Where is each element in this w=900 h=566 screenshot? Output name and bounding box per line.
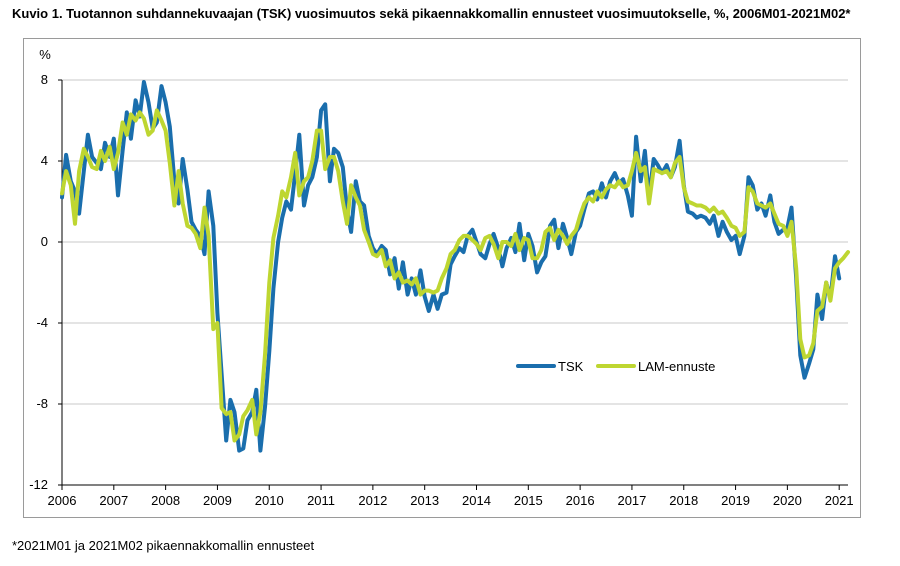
y-tick-label: -4: [36, 315, 48, 330]
x-tick-label: 2017: [617, 493, 646, 508]
y-tick-label: -12: [29, 477, 48, 492]
y-tick-labels: 8 4 0 -4 -8 -12%: [29, 47, 51, 492]
series-lines: [60, 80, 850, 453]
x-tick-label: 2021: [825, 493, 854, 508]
x-tick-label: 2007: [99, 493, 128, 508]
x-tick-label: 2013: [410, 493, 439, 508]
chart-frame: [23, 38, 861, 518]
x-tick-label: 2010: [255, 493, 284, 508]
x-tick-label: 2008: [151, 493, 180, 508]
footnote: *2021M01 ja 2021M02 pikaennakkomallin en…: [12, 538, 315, 553]
x-tick-label: 2016: [566, 493, 595, 508]
y-axis-unit: %: [39, 47, 51, 62]
chart-title: Kuvio 1. Tuotannon suhdannekuvaajan (TSK…: [12, 6, 851, 21]
x-tick-label: 2019: [721, 493, 750, 508]
axes: [58, 79, 848, 490]
x-tick-labels: 2006 2007 2008 2009 2010 2011 2012 2013 2014 2015…: [48, 493, 854, 508]
y-tick-label: 0: [41, 234, 48, 249]
y-tick-label: 4: [41, 153, 48, 168]
y-tick-label: -8: [36, 396, 48, 411]
grid-lines: [62, 79, 848, 405]
x-tick-label: 2012: [358, 493, 387, 508]
x-tick-label: 2015: [514, 493, 543, 508]
series-line: [60, 108, 850, 443]
legend-label: LAM-ennuste: [638, 359, 715, 374]
legend: TSK LAM-ennuste: [516, 359, 715, 374]
x-tick-label: 2011: [307, 493, 335, 508]
line-chart: 8 4 0 -4 -8 -12% 2006 2007 2008 2009 2010 2011 2012…: [29, 47, 854, 508]
x-tick-label: 2009: [203, 493, 232, 508]
legend-label: TSK: [558, 359, 584, 374]
x-tick-label: 2018: [669, 493, 698, 508]
x-tick-label: 2014: [462, 493, 491, 508]
series-line: [60, 80, 842, 453]
x-tick-label: 2006: [48, 493, 77, 508]
x-tick-label: 2020: [773, 493, 802, 508]
y-tick-label: 8: [41, 72, 48, 87]
